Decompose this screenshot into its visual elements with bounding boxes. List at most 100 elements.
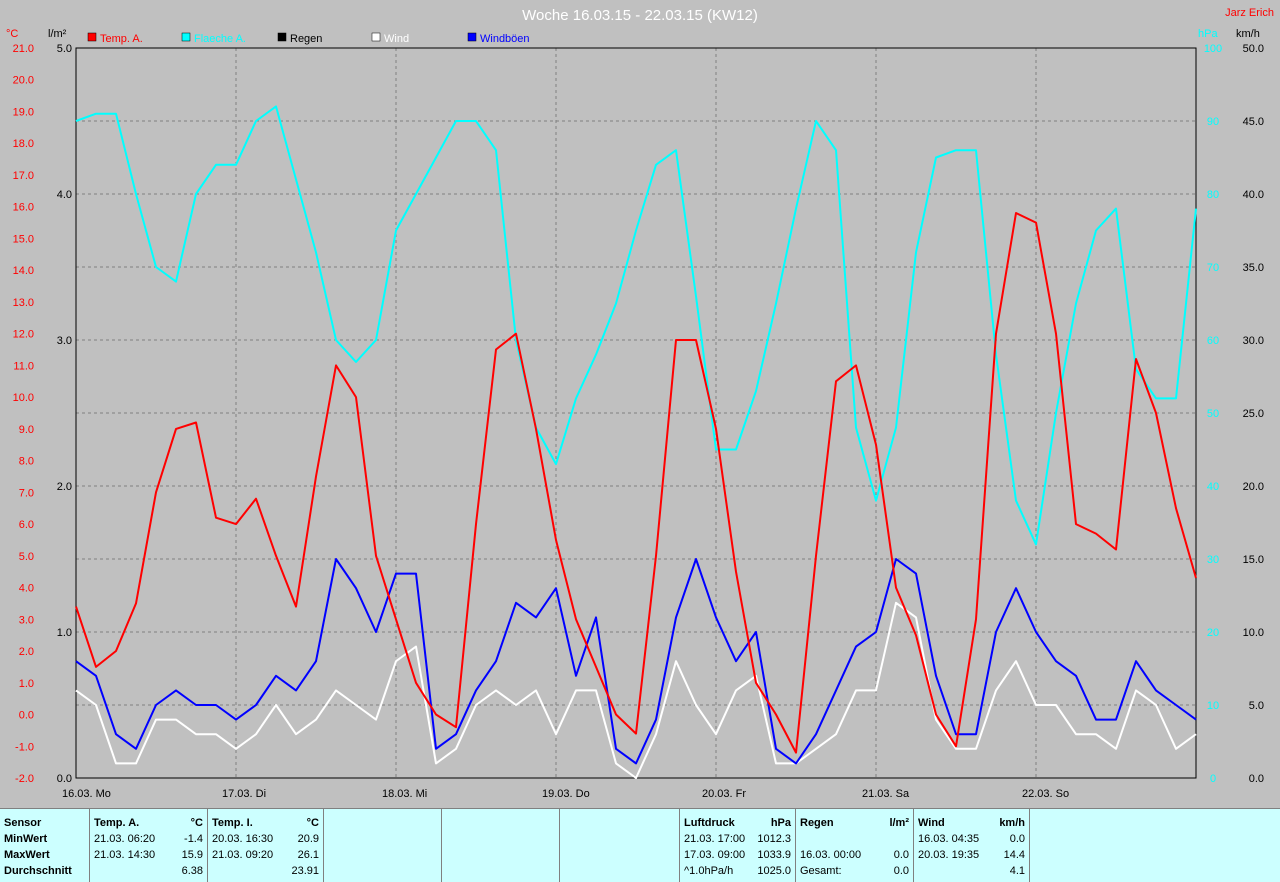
weather-chart: Woche 16.03.15 - 22.03.15 (KW12) Jarz Er… [6, 7, 1274, 800]
stats-empty-2 [442, 809, 560, 882]
stats-empty-1 [324, 809, 442, 882]
day-tick-label: 19.03. Do [542, 788, 590, 800]
axis-ticks: 21.0 20.0 19.0 18.0 17.0 16.0 15.0 14.0 13.0 12.0… [13, 43, 1264, 800]
legend-label: Windböen [480, 33, 530, 45]
wind-tick-label: 5.0 [1249, 700, 1264, 712]
temp-tick-label: -1.0 [15, 741, 34, 753]
temp-tick-label: 14.0 [13, 265, 34, 277]
group-unit: l/m² [889, 817, 909, 829]
stat-time: 20.03. 16:30 [212, 833, 274, 845]
wind-tick-label: 45.0 [1243, 116, 1264, 128]
day-tick-label: 16.03. Mo [62, 788, 111, 800]
chart-grid [76, 48, 1196, 778]
temp-tick-label: 4.0 [19, 583, 34, 595]
temp-tick-label: 11.0 [13, 360, 34, 372]
wind-tick-label: 10.0 [1243, 627, 1264, 639]
group-name: Wind [918, 817, 945, 829]
stats-empty-3 [560, 809, 680, 882]
group-name: Temp. A. [94, 817, 140, 829]
temp-tick-label: 17.0 [13, 170, 34, 182]
stats-wind: Wind km/h 16.03. 04:35 0.0 20.03. 19:35 14.… [914, 809, 1030, 882]
stat-value: 1033.9 [757, 849, 791, 861]
temp-tick-label: 10.0 [13, 392, 34, 404]
min-label: MinWert [4, 833, 48, 845]
rain-tick-label: 2.0 [57, 481, 72, 493]
temp-tick-label: 1.0 [19, 678, 34, 690]
stat-time: 21.03. 09:20 [212, 849, 274, 861]
rain-tick-label: 5.0 [57, 43, 72, 55]
rain-tick-label: 1.0 [57, 627, 72, 639]
max-label: MaxWert [4, 849, 50, 861]
legend-label: Temp. A. [100, 33, 143, 45]
day-tick-label: 17.03. Di [222, 788, 266, 800]
wind-tick-label: 50.0 [1243, 43, 1264, 55]
data-series [75, 105, 1197, 779]
avg-label: Durchschnitt [4, 865, 72, 877]
temp-tick-label: 9.0 [19, 424, 34, 436]
legend-swatch [371, 32, 381, 42]
pressure-tick-label: 60 [1207, 335, 1219, 347]
temp-tick-label: 2.0 [19, 646, 34, 658]
day-tick-label: 20.03. Fr [702, 788, 746, 800]
pressure-tick-label: 50 [1207, 408, 1219, 420]
stats-temp-outside: Temp. A. °C 21.03. 06:20 -1.4 21.03. 14:30… [90, 809, 208, 882]
stat-time: Gesamt: [800, 865, 842, 877]
wind-tick-label: 30.0 [1243, 335, 1264, 347]
stat-time: 21.03. 17:00 [684, 833, 746, 845]
wind-tick-label: 35.0 [1243, 262, 1264, 274]
temp-tick-label: 5.0 [19, 551, 34, 563]
temp-tick-label: 6.0 [19, 519, 34, 531]
stats-panel: Sensor MinWert MaxWert Durchschnitt Temp… [0, 808, 1280, 882]
temp-tick-label: 3.0 [19, 614, 34, 626]
day-tick-label: 21.03. Sa [862, 788, 910, 800]
pressure-tick-label: 100 [1204, 43, 1222, 55]
legend-label: Regen [290, 33, 322, 45]
stat-time: 16.03. 00:00 [800, 849, 862, 861]
group-unit: °C [190, 817, 203, 829]
group-unit: °C [306, 817, 319, 829]
legend: Temp. A. Flaeche A. Regen Wind Windböen [87, 32, 530, 45]
wind-tick-label: 40.0 [1243, 189, 1264, 201]
temp-tick-label: 7.0 [19, 487, 34, 499]
legend-swatch [467, 32, 477, 42]
stat-value: 4.1 [1009, 865, 1025, 877]
temp-tick-label: 12.0 [13, 329, 34, 341]
temp-tick-label: 18.0 [13, 138, 34, 150]
series-windb-en [75, 558, 1197, 765]
pressure-tick-label: 70 [1207, 262, 1219, 274]
rain-unit-label: l/m² [48, 28, 67, 40]
stat-value: 15.9 [181, 849, 203, 861]
stats-temp-inside: Temp. I. °C 20.03. 16:30 20.9 21.03. 09:20… [208, 809, 324, 882]
group-name: Temp. I. [212, 817, 253, 829]
stat-value: 1025.0 [757, 865, 791, 877]
stats-rain: Regen l/m² 16.03. 00:00 0.0 Gesamt: 0.0 [796, 809, 914, 882]
pressure-tick-label: 10 [1207, 700, 1219, 712]
legend-swatch [87, 32, 97, 42]
temp-tick-label: 15.0 [13, 233, 34, 245]
stat-value: 14.4 [1003, 849, 1025, 861]
pressure-tick-label: 90 [1207, 116, 1219, 128]
legend-label: Wind [384, 33, 409, 45]
temp-tick-label: 20.0 [13, 75, 34, 87]
stat-time: 21.03. 14:30 [94, 849, 156, 861]
pressure-tick-label: 40 [1207, 481, 1219, 493]
legend-swatch [181, 32, 191, 42]
stat-time: ^1.0hPa/h [684, 865, 734, 877]
stats-empty-4 [1030, 809, 1280, 882]
sensor-header: Sensor [4, 817, 42, 829]
series-temp-a- [75, 212, 1197, 754]
pressure-tick-label: 30 [1207, 554, 1219, 566]
group-unit: hPa [770, 817, 791, 829]
stat-value: -1.4 [184, 833, 203, 845]
author-label: Jarz Erich [1225, 7, 1274, 19]
stat-value: 20.9 [297, 833, 319, 845]
stat-value: 6.38 [181, 865, 203, 877]
legend-swatch [277, 32, 287, 42]
stat-value: 0.0 [893, 865, 909, 877]
stat-value: 0.0 [1009, 833, 1025, 845]
pressure-tick-label: 80 [1207, 189, 1219, 201]
wind-tick-label: 15.0 [1243, 554, 1264, 566]
day-tick-label: 18.03. Mi [382, 788, 427, 800]
stat-value: 0.0 [893, 849, 909, 861]
group-name: Luftdruck [684, 817, 735, 829]
